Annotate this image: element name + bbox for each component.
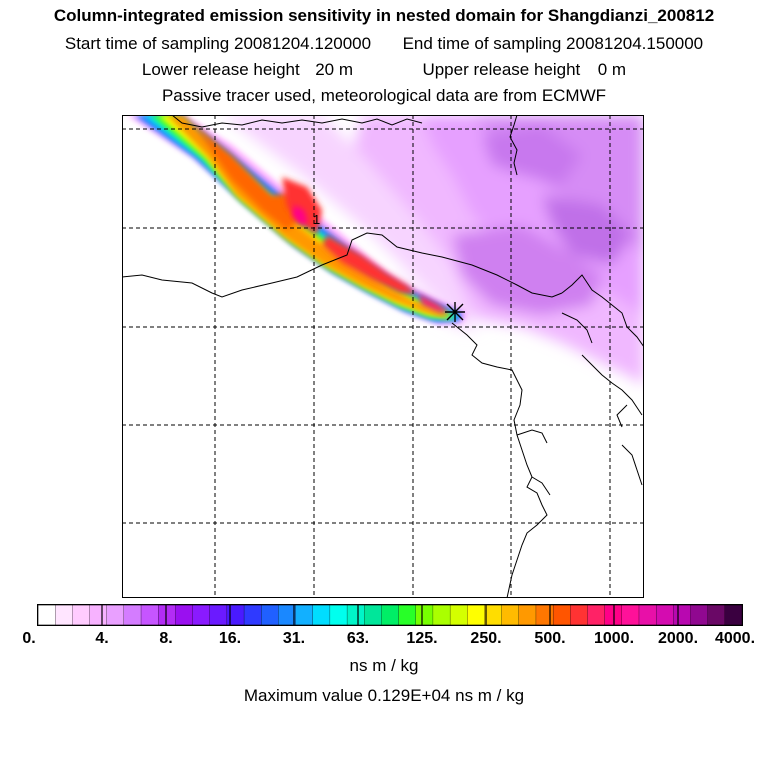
colorbar-swatch	[209, 604, 228, 626]
colorbar-swatch	[295, 604, 314, 626]
max-value: 0.129E+04	[367, 686, 451, 705]
upper-height-value: 0 m	[597, 60, 627, 79]
source-note: Passive tracer used, meteorological data…	[161, 86, 607, 105]
colorbar-border	[37, 604, 743, 626]
colorbar-swatch	[552, 604, 571, 626]
end-time-value: 20081204.150000	[566, 34, 704, 53]
coastlines	[122, 115, 644, 598]
colorbar-swatch	[72, 604, 90, 626]
colorbar-swatch	[89, 604, 108, 626]
sampling-times: Start time of sampling 20081204.120000 E…	[0, 34, 768, 54]
colorbar-swatch	[364, 604, 382, 626]
colorbar-swatch	[37, 604, 56, 626]
colorbar-swatch	[312, 604, 331, 626]
colorbar-tick-label: 4.	[95, 630, 109, 647]
colorbar-swatch	[621, 604, 640, 626]
colorbar-units: ns m / kg	[349, 656, 419, 675]
colorbar-swatch	[140, 604, 159, 626]
colorbar-tick-labels: 0. 4. 8. 16. 31. 63. 125. 250. 500. 1000. 2000. 400…	[0, 630, 768, 650]
colorbar-swatch	[673, 604, 691, 626]
map-grid	[122, 115, 644, 598]
colorbar-swatch	[106, 604, 125, 626]
colorbar-swatch	[724, 604, 743, 626]
colorbar-tick-label: 0.	[22, 630, 36, 647]
map-panel: 1	[122, 115, 644, 598]
lower-height-label: Lower release height	[141, 60, 300, 79]
chart-title: Column-integrated emission sensitivity i…	[53, 6, 715, 25]
upper-height-label: Upper release height	[422, 60, 581, 79]
end-time-label: End time of sampling	[402, 34, 562, 53]
max-units: ns m / kg	[455, 686, 525, 705]
colorbar-swatch	[604, 604, 623, 626]
release-marker	[445, 302, 465, 322]
colorbar-tick-label: 4000.	[714, 630, 756, 647]
colorbar-swatch	[175, 604, 193, 626]
colorbar-swatch	[449, 604, 468, 626]
colorbar-tick-label: 2000.	[657, 630, 699, 647]
colorbar-swatch	[655, 604, 674, 626]
colorbar-swatch	[55, 604, 73, 626]
contour-label: 1	[313, 212, 320, 227]
colorbar-swatch	[192, 604, 211, 626]
colorbar-swatch	[570, 604, 588, 626]
map-plot: 1	[122, 115, 644, 598]
colorbar-swatch	[518, 604, 537, 626]
lower-height-value: 20 m	[315, 60, 353, 79]
colorbar-swatch	[158, 604, 176, 626]
start-time-value: 20081204.120000	[234, 34, 372, 53]
colorbar-tick-label: 31.	[282, 630, 306, 647]
colorbar-swatch	[243, 604, 262, 626]
colorbar-swatch	[123, 604, 142, 626]
colorbar-tick-label: 16.	[218, 630, 242, 647]
colorbar-tick-label: 8.	[159, 630, 173, 647]
colorbar-swatch	[535, 604, 554, 626]
maximum-value: Maximum value 0.129E+04 ns m / kg	[0, 686, 768, 706]
colorbar-swatch	[501, 604, 520, 626]
release-heights: Lower release height 20 m Upper release …	[0, 60, 768, 80]
colorbar-swatch	[415, 604, 434, 626]
plume	[127, 115, 467, 325]
colorbar-tick-label: 1000.	[593, 630, 635, 647]
map-border	[122, 115, 644, 598]
colorbar-swatch	[346, 604, 365, 626]
start-time-label: Start time of sampling	[64, 34, 230, 53]
colorbar	[37, 604, 743, 626]
colorbar-swatch	[690, 604, 709, 626]
colorbar-swatch	[278, 604, 297, 626]
colorbar-tick-label: 125.	[406, 630, 438, 647]
max-label: Maximum value	[243, 686, 363, 705]
colorbar-swatch	[261, 604, 279, 626]
colorbar-swatch	[432, 604, 451, 626]
colorbar-swatch	[381, 604, 400, 626]
colorbar-tick-label: 63.	[346, 630, 370, 647]
colorbar-swatch	[707, 604, 726, 626]
colorbar-tick-label: 250.	[470, 630, 502, 647]
colorbar-swatch	[329, 604, 348, 626]
colorbar-swatch	[484, 604, 503, 626]
colorbar-swatch	[467, 604, 485, 626]
low-sensitivity-field	[222, 115, 644, 385]
colorbar-swatch	[587, 604, 606, 626]
colorbar-swatch	[638, 604, 657, 626]
colorbar-tick-label: 500.	[534, 630, 566, 647]
colorbar-swatch	[398, 604, 417, 626]
